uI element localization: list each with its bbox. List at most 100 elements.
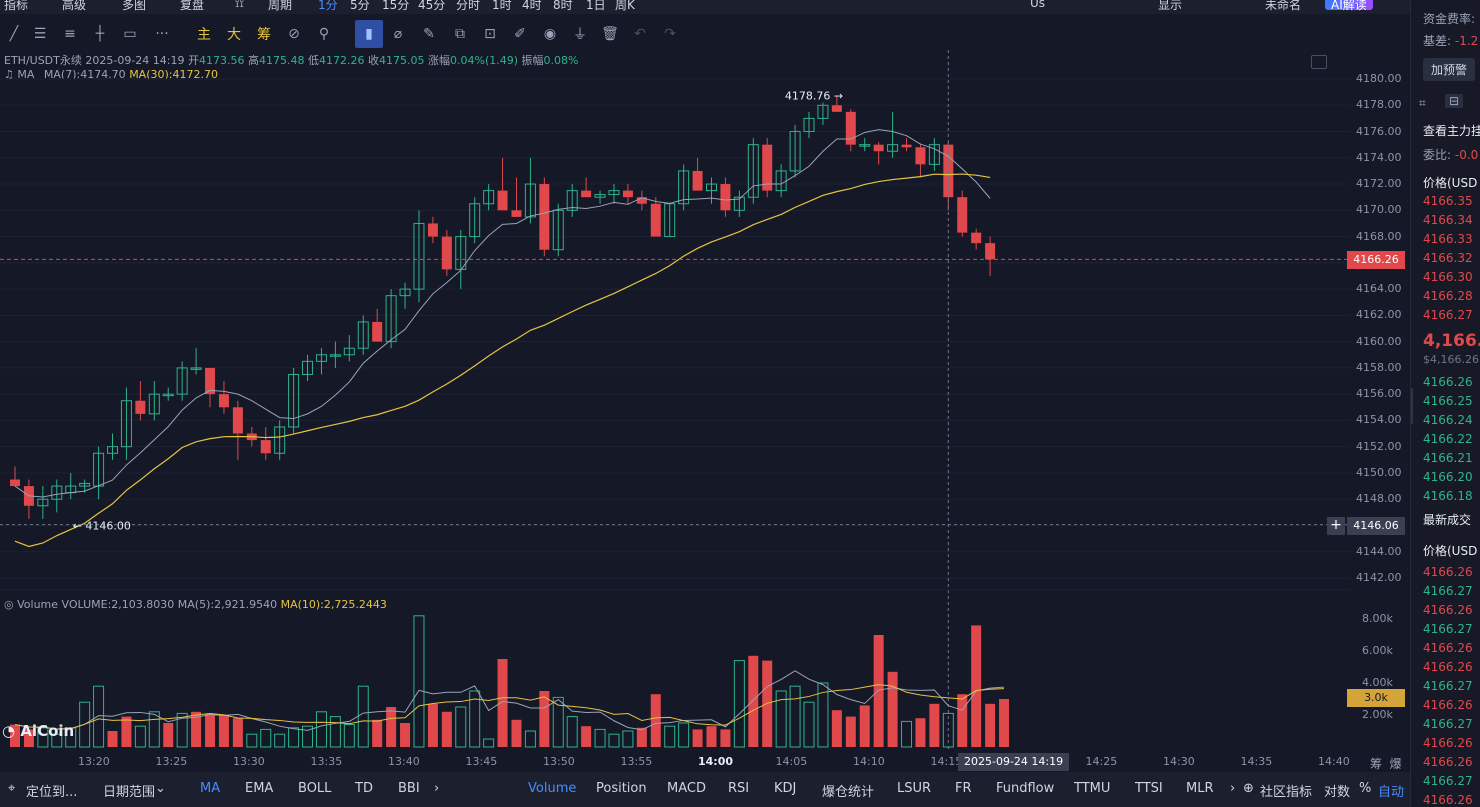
bids-row[interactable]: 4166.24 <box>1423 413 1473 427</box>
locate-button[interactable]: 定位到... <box>26 785 78 800</box>
bids-row[interactable]: 4166.20 <box>1423 470 1473 484</box>
fullscreen-icon[interactable] <box>1311 55 1327 69</box>
asks-row[interactable]: 4166.30 <box>1423 270 1473 284</box>
period-1w[interactable]: 周K <box>615 0 635 12</box>
indicator-macd[interactable]: MACD <box>667 781 706 796</box>
ma-name[interactable]: MA <box>17 68 35 81</box>
magnet-icon[interactable]: ⊘ <box>288 26 300 42</box>
panel-collapse-handle[interactable]: › <box>1411 388 1413 424</box>
eye-icon[interactable]: ◉ <box>543 26 557 42</box>
indicator-boll[interactable]: BOLL <box>298 781 332 796</box>
filter-icon[interactable]: ⏚ <box>573 27 587 43</box>
trades-row[interactable]: 4166.27 <box>1423 622 1473 636</box>
candlestick-chart[interactable]: 4178.76 → ← 4146.00 <box>0 50 1350 750</box>
date-range-button[interactable]: 日期范围 <box>103 785 156 800</box>
asks-row[interactable]: 4166.34 <box>1423 213 1473 227</box>
more-sub-indicators-icon[interactable]: › <box>1230 781 1236 796</box>
line-tool-icon[interactable]: ╱ <box>9 26 19 42</box>
trades-row[interactable]: 4166.27 <box>1423 679 1473 693</box>
bids-row[interactable]: 4166.25 <box>1423 394 1473 408</box>
log-scale-toggle[interactable]: 对数 <box>1324 785 1351 800</box>
indicator-volume[interactable]: Volume <box>528 781 577 796</box>
asks-row[interactable]: 4166.33 <box>1423 232 1473 246</box>
trades-row[interactable]: 4166.26 <box>1423 603 1473 617</box>
time-axis[interactable]: 13:20 13:25 13:30 13:35 13:40 13:45 13:50 13:55… <box>0 750 1410 772</box>
orderbook-split-icon[interactable]: ⊟ <box>1445 94 1464 108</box>
bids-row[interactable]: 4166.22 <box>1423 432 1473 446</box>
auto-scale-toggle[interactable]: 自动 <box>1378 785 1405 800</box>
period-45m[interactable]: 45分 <box>418 0 446 12</box>
trades-row[interactable]: 4166.26 <box>1423 660 1473 674</box>
trades-row[interactable]: 4166.26 <box>1423 641 1473 655</box>
indicator-position[interactable]: Position <box>596 781 647 796</box>
period-1d[interactable]: 1日 <box>586 0 606 12</box>
indicator-ttsi[interactable]: TTSI <box>1135 781 1163 796</box>
main-force-button[interactable]: 主 <box>197 27 211 43</box>
trades-row[interactable]: 4166.26 <box>1423 793 1473 807</box>
asks-row[interactable]: 4166.32 <box>1423 251 1473 265</box>
community-icon[interactable]: ⊕ <box>1243 781 1254 796</box>
menu-replay[interactable]: 复盘 <box>180 0 205 12</box>
lock-icon[interactable]: ⊡ <box>484 26 496 42</box>
period-1m[interactable]: 1分 <box>318 0 338 12</box>
latest-trades-title[interactable]: 最新成交 <box>1423 513 1472 527</box>
orderbook-view-icon[interactable]: ⌗ <box>1419 96 1426 110</box>
bell-icon[interactable]: ♫ <box>4 68 14 81</box>
indicator-rsi[interactable]: RSI <box>728 781 750 796</box>
big-order-button[interactable]: 大 <box>227 27 241 43</box>
more-tools-icon[interactable]: ··· <box>155 26 169 42</box>
menu-period[interactable]: 周期 <box>268 0 293 12</box>
bookmark-icon[interactable]: ▮ <box>355 20 383 48</box>
percent-toggle[interactable]: % <box>1359 781 1372 796</box>
trades-row[interactable]: 4166.26 <box>1423 565 1473 579</box>
trades-row[interactable]: 4166.27 <box>1423 584 1473 598</box>
indicator-mlr[interactable]: MLR <box>1186 781 1214 796</box>
indicator-fr[interactable]: FR <box>955 781 972 796</box>
ruler-icon[interactable]: ⌀ <box>393 26 403 42</box>
horizontal-line-icon[interactable]: ┼ <box>95 26 105 42</box>
bids-row[interactable]: 4166.18 <box>1423 489 1473 503</box>
period-4h[interactable]: 4时 <box>522 0 542 12</box>
menu-us[interactable]: Us <box>1030 0 1046 10</box>
indicator-ma[interactable]: MA <box>200 781 221 796</box>
period-1h[interactable]: 1时 <box>492 0 512 12</box>
indicator-ema[interactable]: EMA <box>245 781 274 796</box>
period-15m[interactable]: 15分 <box>382 0 410 12</box>
rectangle-tool-icon[interactable]: ▭ <box>123 26 137 42</box>
volume-name[interactable]: Volume <box>17 598 59 611</box>
menu-unnamed[interactable]: 未命名 <box>1265 0 1302 12</box>
layers-icon[interactable]: ⧉ <box>455 26 465 42</box>
template-icon[interactable]: ✐ <box>514 26 526 42</box>
trades-row[interactable]: 4166.27 <box>1423 774 1473 788</box>
menu-chart-type[interactable]: ⟟⟟ <box>235 0 244 10</box>
community-indicators[interactable]: 社区指标 <box>1260 785 1313 800</box>
indicator-td[interactable]: TD <box>355 781 373 796</box>
trades-row[interactable]: 4166.27 <box>1423 717 1473 731</box>
bids-row[interactable]: 4166.26 <box>1423 375 1473 389</box>
trades-row[interactable]: 4166.26 <box>1423 755 1473 769</box>
period-5m[interactable]: 5分 <box>350 0 370 12</box>
more-main-indicators-icon[interactable]: › <box>434 781 440 796</box>
undo-icon[interactable]: ↶ <box>634 26 646 42</box>
asks-row[interactable]: 4166.27 <box>1423 308 1473 322</box>
period-timeshare[interactable]: 分时 <box>456 0 481 12</box>
indicator-lsur[interactable]: LSUR <box>897 781 932 796</box>
trades-row[interactable]: 4166.26 <box>1423 736 1473 750</box>
add-crosshair-icon[interactable]: + <box>1327 517 1345 535</box>
parallel-tool-icon[interactable]: ≡ <box>64 26 76 42</box>
bids-row[interactable]: 4166.21 <box>1423 451 1473 465</box>
add-alert-button[interactable]: 加预警 <box>1423 58 1476 81</box>
clear-icon[interactable]: ⚲ <box>318 26 330 42</box>
chip-button[interactable]: 筹 <box>257 27 271 43</box>
price-axis[interactable]: 4180.00 4178.00 4176.00 4174.00 4172.00 4170.… <box>1350 50 1410 750</box>
volume-eye-icon[interactable]: ◎ <box>4 598 14 611</box>
redo-icon[interactable]: ↷ <box>664 26 676 42</box>
trades-row[interactable]: 4166.26 <box>1423 698 1473 712</box>
asks-row[interactable]: 4166.28 <box>1423 289 1473 303</box>
indicator-bbi[interactable]: BBI <box>398 781 420 796</box>
ai-interpret-button[interactable]: AI解读 <box>1325 0 1373 12</box>
menu-advanced[interactable]: 高级 <box>62 0 87 12</box>
period-8h[interactable]: 8时 <box>553 0 573 12</box>
menu-indicators[interactable]: 指标 <box>4 0 29 12</box>
main-orders-title[interactable]: 查看主力挂 <box>1423 124 1480 138</box>
